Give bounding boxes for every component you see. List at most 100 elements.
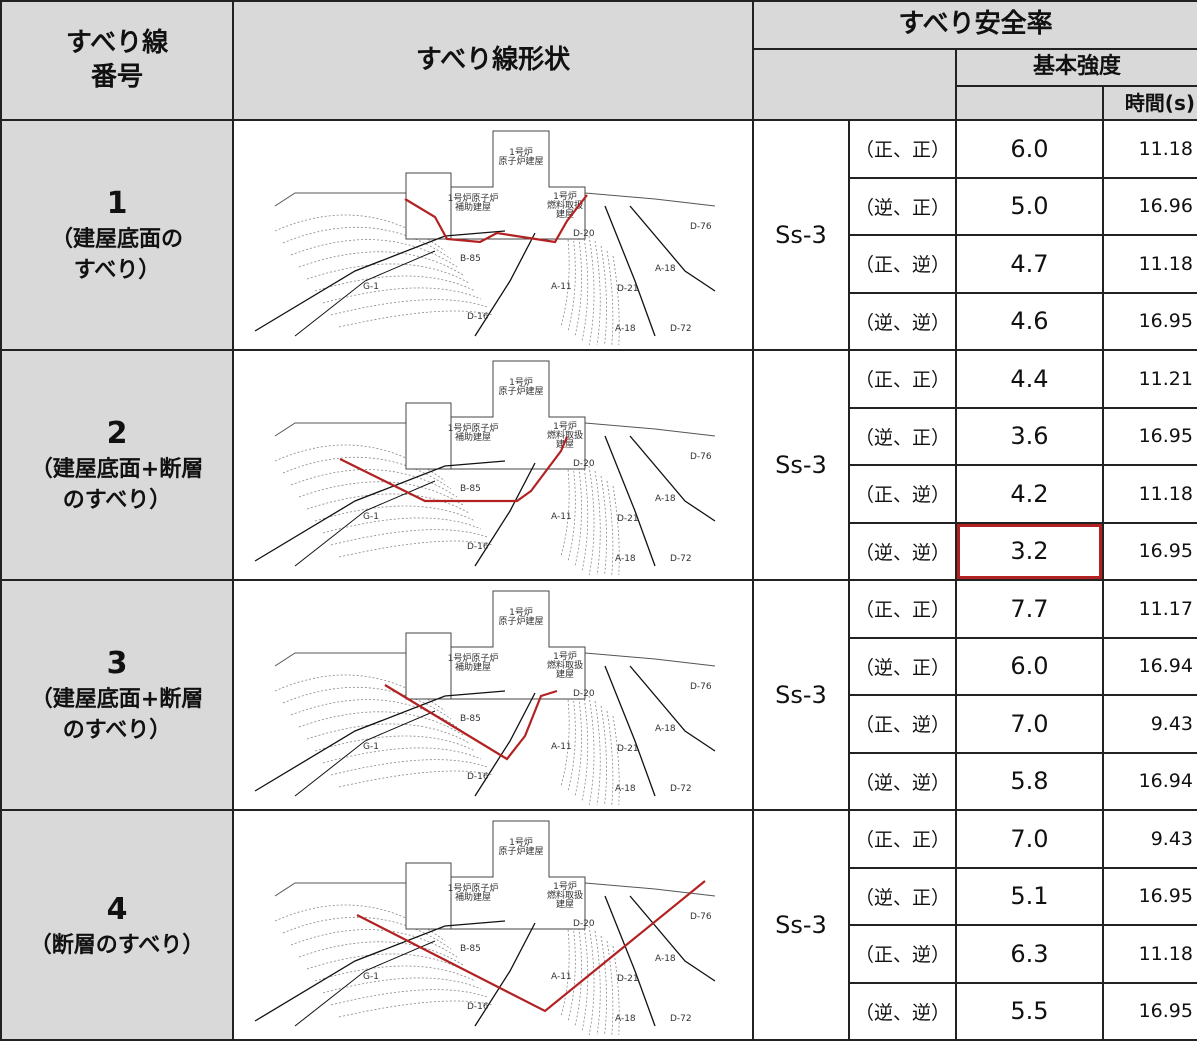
table-row: （逆、正） 6.0 16.94 bbox=[1, 636, 1197, 696]
diagram-label-line: 1号炉 bbox=[553, 881, 577, 892]
building bbox=[450, 130, 586, 240]
factor-cell: 3.2 bbox=[955, 521, 1104, 581]
fault-line bbox=[604, 895, 656, 1027]
stratum-line bbox=[574, 455, 582, 567]
ground-line bbox=[584, 422, 716, 437]
shape-cell: 1号炉原子炉建屋 1号炉原子炉補助建屋 1号炉燃料取扱建屋 B-85 G-1 D-16 D-… bbox=[232, 809, 754, 1043]
fault-line bbox=[629, 895, 716, 982]
case-cell: （正、逆） bbox=[848, 234, 957, 294]
fault-label: B-85 bbox=[460, 484, 481, 494]
fault-line bbox=[294, 250, 436, 337]
diagram-label-line: 1号炉原子炉 bbox=[448, 653, 499, 664]
table-row: 2 （建屋底面+断層 のすべり） 1号炉原子炉建屋 1号炉原子炉補助建屋 1号炉燃料取扱… bbox=[0, 349, 1197, 597]
table-row: （正、逆） 6.3 11.18 bbox=[1, 924, 1197, 984]
building bbox=[450, 590, 586, 700]
table-row: 4 （断層のすべり） 1号炉原子炉建屋 1号炉原子炉補助建屋 1号炉燃料取扱建屋 B-85… bbox=[0, 809, 1197, 1043]
stratum-line bbox=[606, 480, 614, 592]
fault-label: D-21 bbox=[617, 974, 639, 984]
stratum-line bbox=[606, 940, 614, 1043]
stratum-line bbox=[612, 485, 620, 597]
factor-cell: 7.7 bbox=[955, 579, 1104, 639]
stratum-line bbox=[574, 225, 582, 337]
fault-label: D-76 bbox=[690, 912, 712, 922]
factor-cell: 5.8 bbox=[955, 751, 1104, 811]
stratum-line bbox=[600, 475, 607, 587]
fault-line bbox=[294, 710, 436, 797]
time-cell: 16.96 bbox=[1102, 176, 1197, 236]
fault-label: A-18 bbox=[615, 1014, 636, 1024]
line-description: （建屋底面+断層 のすべり） bbox=[30, 687, 204, 743]
factor-cell: 6.0 bbox=[955, 119, 1104, 179]
shape-cell: 1号炉原子炉建屋 1号炉原子炉補助建屋 1号炉燃料取扱建屋 B-85 G-1 D-16 D-… bbox=[232, 579, 754, 827]
diagram-label-line: 補助建屋 bbox=[455, 431, 491, 443]
diagram-label-line: 原子炉建屋 bbox=[498, 155, 543, 167]
stratum-line bbox=[290, 929, 458, 958]
stratum-line bbox=[338, 310, 494, 328]
stratum-line bbox=[314, 275, 476, 292]
case-cell: （逆、逆） bbox=[848, 751, 957, 811]
building bbox=[450, 360, 586, 470]
diagram-label: 1号炉燃料取扱建屋 bbox=[547, 881, 583, 910]
fault-label: D-76 bbox=[690, 222, 712, 232]
table-row: （正、逆） 7.0 9.43 bbox=[1, 694, 1197, 754]
header-cell: すべり線 番号 bbox=[0, 0, 234, 121]
fault-label: G-1 bbox=[363, 742, 379, 752]
factor-cell: 7.0 bbox=[955, 694, 1104, 754]
diagram-label: 1号炉原子炉補助建屋 bbox=[448, 883, 499, 903]
stratum-line bbox=[306, 493, 470, 514]
slip-line bbox=[356, 880, 706, 1013]
stratum-line bbox=[600, 705, 607, 817]
fault-label: G-1 bbox=[363, 512, 379, 522]
time-cell: 16.94 bbox=[1102, 751, 1197, 811]
factor-cell: 6.3 bbox=[955, 924, 1104, 984]
fault-label: B-85 bbox=[460, 714, 481, 724]
building bbox=[405, 862, 452, 930]
time-cell: 9.43 bbox=[1102, 694, 1197, 754]
fault-line bbox=[629, 435, 716, 522]
case-cell: （正、正） bbox=[848, 579, 957, 639]
fault-label: A-18 bbox=[655, 954, 676, 964]
fault-label: A-11 bbox=[551, 282, 572, 292]
diagram-label-line: 1号炉原子炉 bbox=[448, 423, 499, 434]
fault-label: D-16 bbox=[467, 312, 489, 322]
case-cell: （逆、正） bbox=[848, 176, 957, 236]
stratum-line bbox=[314, 965, 476, 982]
stratum-line bbox=[290, 239, 458, 268]
stratum-line bbox=[298, 711, 464, 736]
fault-label: A-18 bbox=[615, 554, 636, 564]
header-cell: 基本強度 bbox=[955, 48, 1197, 87]
fault-line bbox=[629, 205, 716, 292]
building bbox=[450, 820, 586, 930]
fault-label: D-21 bbox=[617, 514, 639, 524]
fault-line bbox=[474, 692, 536, 797]
factor-cell: 4.2 bbox=[955, 464, 1104, 524]
table-row: （正、逆） 4.7 11.18 bbox=[1, 234, 1197, 294]
fault-line bbox=[294, 940, 436, 1027]
line-description: （建屋底面の すべり） bbox=[50, 227, 183, 283]
fault-label: D-76 bbox=[690, 452, 712, 462]
stratum-line bbox=[290, 469, 458, 498]
fault-label: A-18 bbox=[655, 724, 676, 734]
diagram-label-line: 1号炉 bbox=[553, 191, 577, 202]
factor-cell: 7.0 bbox=[955, 809, 1104, 869]
case-cell: （正、正） bbox=[848, 349, 957, 409]
factor-cell: 4.6 bbox=[955, 291, 1104, 351]
fault-label: A-11 bbox=[551, 742, 572, 752]
ground-line bbox=[274, 422, 407, 437]
case-cell: （逆、逆） bbox=[848, 291, 957, 351]
stratum-line bbox=[612, 715, 620, 827]
time-cell: 11.21 bbox=[1102, 349, 1197, 409]
line-description: （建屋底面+断層 のすべり） bbox=[30, 457, 204, 513]
stratum-line bbox=[298, 251, 464, 276]
fault-line bbox=[254, 920, 506, 1022]
slip-diagram: 1号炉原子炉建屋1号炉原子炉補助建屋1号炉燃料取扱建屋B-85G-1D-16D-… bbox=[254, 820, 716, 1043]
diagram-label-line: 1号炉 bbox=[553, 421, 577, 432]
fault-label: A-11 bbox=[551, 972, 572, 982]
fault-label: D-72 bbox=[670, 784, 692, 794]
line-number: 1 bbox=[106, 186, 128, 222]
ground-line bbox=[584, 882, 716, 897]
stratum-line bbox=[306, 263, 470, 284]
diagram-label-line: 燃料取扱 bbox=[547, 659, 583, 671]
